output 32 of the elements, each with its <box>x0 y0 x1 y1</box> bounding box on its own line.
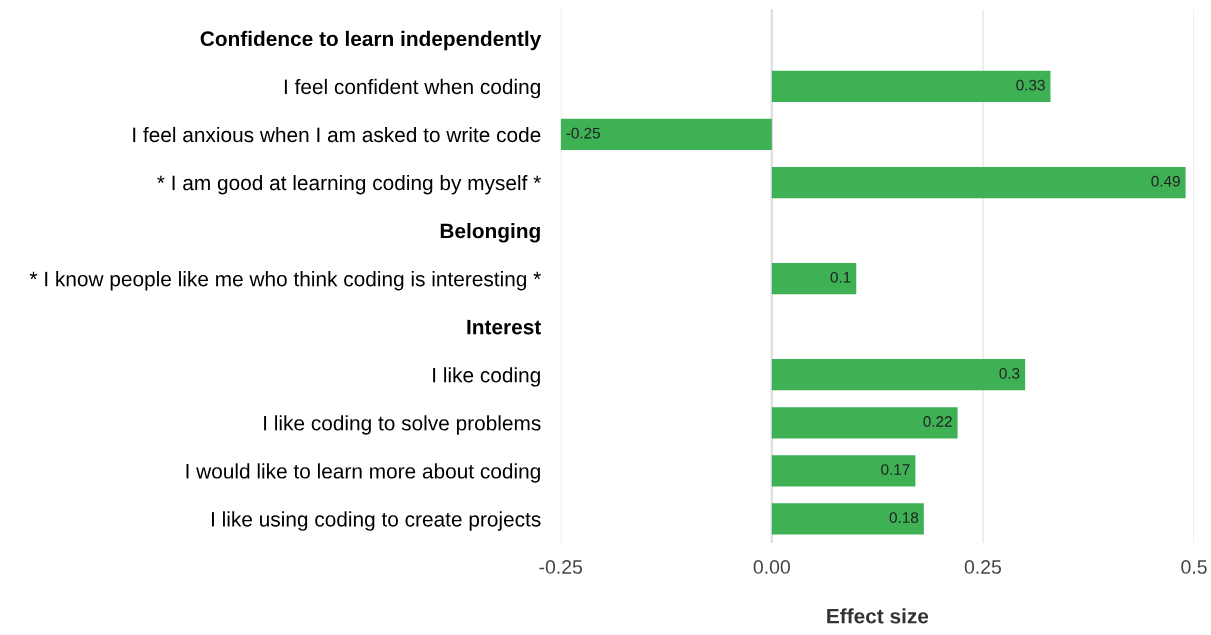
y-tick-label: I like coding <box>433 367 540 387</box>
bar <box>771 503 924 535</box>
bar <box>771 70 1051 103</box>
x-tick-label: 0.5 <box>1181 560 1207 574</box>
y-tick-label: I feel anxious when I am asked to write code <box>133 126 541 143</box>
data-label: 0.1 <box>830 271 851 283</box>
y-tick-label: I feel confident when coding <box>284 78 540 99</box>
x-axis-title: Effect size <box>827 608 929 624</box>
data-label: 0.17 <box>881 464 910 475</box>
bar <box>771 359 1026 391</box>
y-tick-label: I like coding to solve problems <box>264 415 541 435</box>
bar <box>771 455 916 487</box>
bar <box>771 263 857 295</box>
x-tick-label: 0.00 <box>753 560 790 574</box>
x-tick-label: 0.25 <box>964 560 1002 574</box>
data-label: 0.3 <box>999 368 1020 379</box>
y-tick-label: I like using coding to create projects <box>212 511 541 531</box>
bar <box>771 407 958 439</box>
data-label: 0.22 <box>923 416 952 427</box>
y-tick-label: I would like to learn more about coding <box>186 463 540 483</box>
data-label: 0.33 <box>1016 79 1045 91</box>
bar <box>560 118 772 151</box>
x-tick-label: -0.25 <box>539 560 583 574</box>
bar <box>771 166 1186 199</box>
data-label: 0.18 <box>889 512 919 523</box>
y-tick-label: Interest <box>467 319 541 335</box>
data-label: 0.49 <box>1151 175 1180 187</box>
data-label: -0.25 <box>566 127 600 139</box>
y-tick-label: * I know people like me who think coding is interesting * <box>29 271 541 291</box>
y-tick-label: * I am good at learning coding by myself * <box>157 174 541 195</box>
y-tick-label: Confidence to learn independently <box>200 30 542 51</box>
y-tick-label: Belonging <box>440 223 540 243</box>
